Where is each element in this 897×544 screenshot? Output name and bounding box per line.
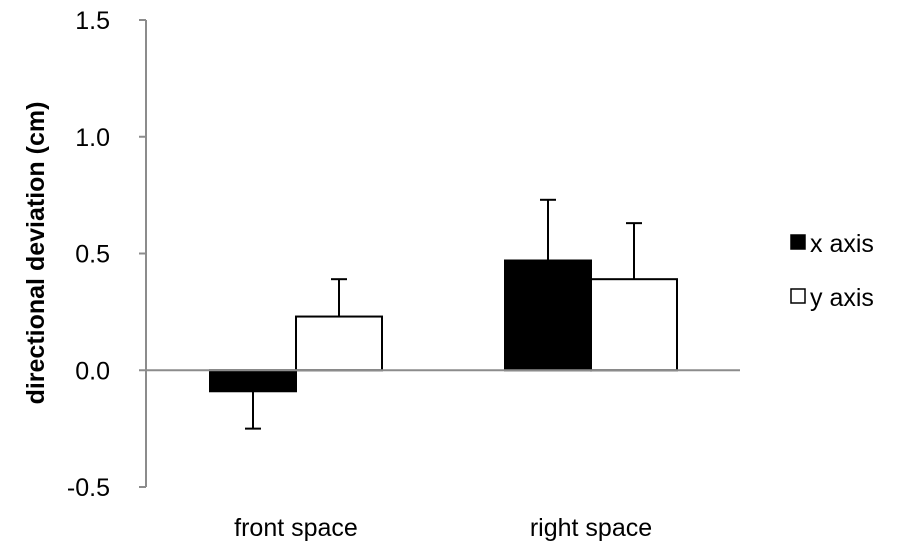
bar-x-axis-0 [209,369,297,393]
bar-y-axis-0 [295,315,383,372]
legend-swatch [790,288,806,304]
x-axis-labels: front space right space [234,514,652,542]
error-bars [245,198,642,430]
y-tick-label: -0.5 [67,474,110,502]
y-axis-label: directional deviation (cm) [22,102,50,405]
y-tick-label: 0.0 [75,357,110,385]
legend: x axis y axis [790,230,874,312]
bars [209,259,678,393]
category-label: right space [530,514,652,542]
category-label: front space [234,514,358,542]
y-tick-label: 1.5 [75,7,110,35]
y-axis: -0.5 0.0 0.5 1.0 1.5 [67,7,147,502]
legend-swatch [790,234,806,250]
y-tick-label: 0.5 [75,241,110,269]
bar-x-axis-1 [504,259,592,372]
y-tick-label: 1.0 [75,124,110,152]
bar-y-axis-1 [590,278,678,372]
legend-label: x axis [810,230,874,258]
legend-label: y axis [810,284,874,312]
